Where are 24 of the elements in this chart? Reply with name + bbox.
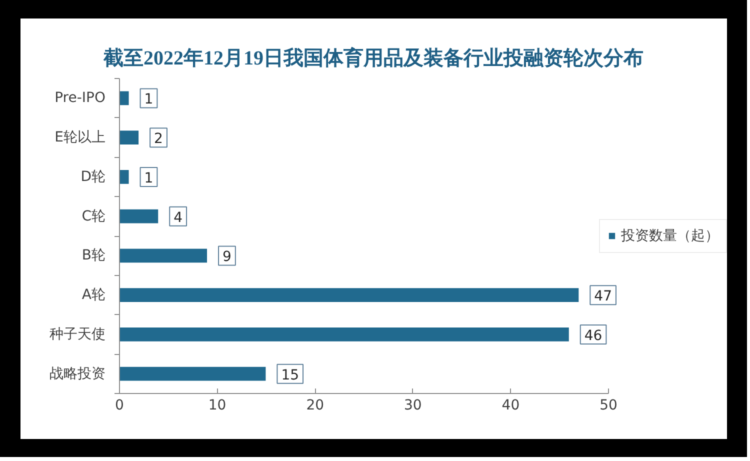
data-label: 9 xyxy=(222,249,232,266)
legend-label: 投资数量（起） xyxy=(621,226,719,244)
y-tick-label: 战略投资 xyxy=(50,366,106,382)
x-tick-label: 30 xyxy=(404,398,422,414)
chart-title: 截至2022年12月19日我国体育用品及装备行业投融资轮次分布 xyxy=(102,46,644,70)
y-tick-label: Pre-IPO xyxy=(54,90,106,106)
data-label: 4 xyxy=(174,210,183,226)
y-tick-label: B轮 xyxy=(82,248,106,264)
y-tick-label: A轮 xyxy=(82,287,106,304)
data-label: 1 xyxy=(144,170,154,186)
data-label: 2 xyxy=(154,131,163,148)
x-tick-label: 10 xyxy=(208,398,226,414)
data-label: 15 xyxy=(281,367,300,384)
x-tick-label: 0 xyxy=(115,398,124,414)
x-tick-label: 50 xyxy=(600,398,618,414)
data-label: 47 xyxy=(594,288,612,305)
x-tick-label: 20 xyxy=(306,398,324,414)
data-label: 1 xyxy=(144,92,154,108)
x-tick-label: 40 xyxy=(502,398,520,414)
y-tick-label: E轮以上 xyxy=(54,130,106,146)
y-tick-label: D轮 xyxy=(80,168,106,185)
y-tick-label: 种子天使 xyxy=(50,326,106,342)
y-tick-label: C轮 xyxy=(82,208,106,224)
data-label: 46 xyxy=(584,328,602,344)
